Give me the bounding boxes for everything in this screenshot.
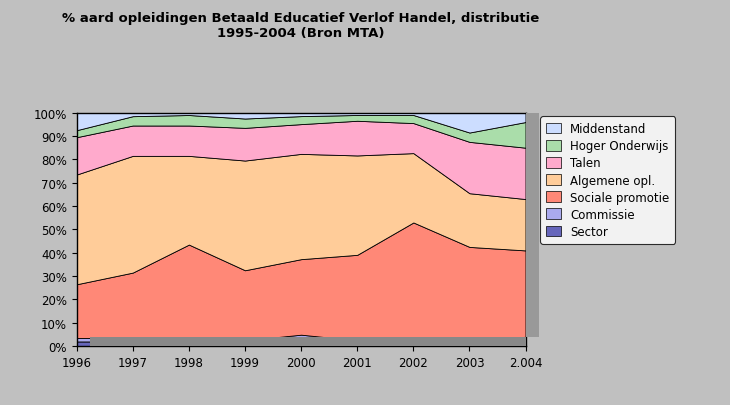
Legend: Middenstand, Hoger Onderwijs, Talen, Algemene opl., Sociale promotie, Commissie,: Middenstand, Hoger Onderwijs, Talen, Alg… — [540, 117, 675, 244]
Text: % aard opleidingen Betaald Educatief Verlof Handel, distributie
1995-2004 (Bron : % aard opleidingen Betaald Educatief Ver… — [63, 12, 539, 40]
